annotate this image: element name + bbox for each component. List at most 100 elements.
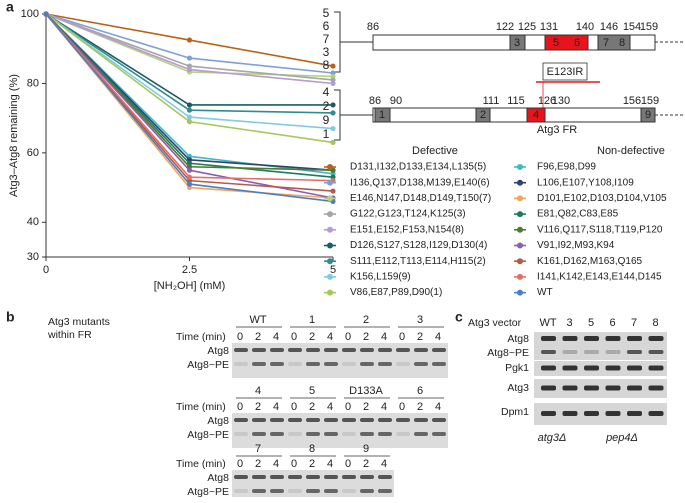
position-label: 125	[518, 21, 536, 33]
time-value: 4	[435, 401, 441, 413]
data-point	[186, 181, 193, 187]
diagram-label: Atg3 FR	[537, 124, 577, 136]
band-label: Atg8	[207, 345, 229, 357]
band	[270, 432, 284, 436]
band	[324, 348, 338, 352]
band	[324, 418, 338, 422]
time-value: 4	[435, 331, 441, 343]
band	[627, 350, 642, 354]
legend-label: L106,E107,Y108,I109	[537, 177, 634, 188]
side-label: 9	[323, 113, 330, 127]
band	[288, 432, 302, 436]
panel-title: Atg3 vector	[468, 317, 522, 329]
time-value: 4	[327, 331, 333, 343]
panel-title: Atg3 mutants	[48, 316, 110, 328]
band	[306, 362, 320, 366]
time-label: Time (min)	[176, 331, 226, 343]
time-value: 2	[309, 458, 315, 470]
legend-swatch	[327, 273, 333, 280]
time-value: 4	[327, 401, 333, 413]
lane-group-label: 2	[363, 314, 369, 326]
position-label: 130	[552, 95, 570, 107]
lane-group-label: WT	[249, 314, 266, 326]
series-line	[45, 13, 334, 172]
position-label: 115	[507, 95, 525, 107]
band	[360, 432, 374, 436]
side-label: 5	[323, 6, 330, 20]
band	[252, 475, 266, 479]
band	[360, 418, 374, 422]
legend-swatch	[327, 179, 333, 186]
data-point	[330, 139, 336, 146]
legend-label: D101,E102,D103,D104,V105	[537, 193, 667, 204]
band	[562, 411, 578, 416]
band	[432, 348, 446, 352]
data-point	[186, 66, 193, 73]
time-value: 0	[237, 331, 243, 343]
legend-swatch	[517, 258, 523, 265]
band	[584, 411, 599, 416]
lane-group-label: 9	[363, 443, 369, 455]
time-value: 4	[273, 401, 279, 413]
legend-swatch	[327, 289, 333, 296]
side-label: 1	[323, 127, 330, 141]
time-value: 2	[417, 401, 423, 413]
band-label: Atg8	[207, 415, 229, 427]
band	[288, 489, 302, 493]
data-point	[330, 63, 336, 69]
data-point	[330, 102, 336, 108]
band	[562, 336, 578, 341]
band	[288, 362, 302, 366]
legend-label: E146,N147,D148,D149,T150(7)	[350, 193, 491, 204]
domain-label: 4	[533, 109, 539, 121]
band	[234, 475, 248, 479]
legend-swatch	[517, 273, 523, 280]
time-value: 0	[399, 331, 405, 343]
time-value: 0	[237, 401, 243, 413]
position-label: 90	[390, 95, 402, 107]
time-value: 0	[291, 458, 297, 470]
band	[324, 489, 338, 493]
band	[396, 432, 410, 436]
band	[342, 362, 356, 366]
time-value: 2	[417, 331, 423, 343]
domain-label: 5	[553, 37, 559, 49]
legend-label: S111,E112,T113,E114,H115(2)	[350, 256, 486, 267]
band	[360, 348, 374, 352]
time-value: 0	[399, 401, 405, 413]
legend-swatch	[517, 242, 523, 249]
data-point	[43, 11, 49, 17]
y-axis-label: Atg3–Atg8 remaining (%)	[8, 74, 20, 197]
side-label: 3	[323, 45, 330, 59]
band	[360, 362, 374, 366]
bracket	[334, 89, 373, 141]
legend-swatch	[327, 258, 333, 265]
band	[324, 475, 338, 479]
time-value: 4	[381, 401, 387, 413]
band	[378, 489, 392, 493]
band	[342, 348, 356, 352]
position-label: 146	[600, 21, 618, 33]
band	[234, 348, 248, 352]
x-tick-label: 0	[43, 264, 49, 276]
segment	[475, 107, 491, 123]
band	[584, 385, 599, 391]
legend-label: D126,S127,S128,I129,D130(4)	[350, 240, 487, 251]
y-tick-label: 40	[27, 216, 39, 228]
time-value: 2	[363, 331, 369, 343]
lane-label: 6	[609, 317, 615, 329]
band	[342, 432, 356, 436]
band	[605, 365, 621, 371]
legend-label: V116,Q117,S118,T119,P120	[537, 224, 663, 235]
segment	[640, 107, 656, 123]
band	[270, 489, 284, 493]
band	[584, 350, 599, 354]
legend-label: I136,Q137,D138,M139,E140(6)	[350, 177, 490, 188]
band	[562, 365, 578, 371]
band	[378, 418, 392, 422]
time-value: 2	[255, 458, 261, 470]
band	[270, 475, 284, 479]
band	[324, 362, 338, 366]
time-value: 2	[309, 401, 315, 413]
band	[648, 336, 664, 341]
